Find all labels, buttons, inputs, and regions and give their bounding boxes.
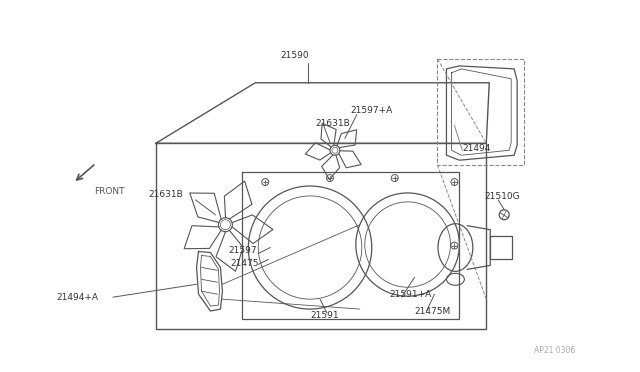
Text: FRONT: FRONT bbox=[94, 187, 125, 196]
Text: 21591: 21591 bbox=[310, 311, 339, 320]
Text: 21475M: 21475M bbox=[415, 307, 451, 315]
Text: 21631B: 21631B bbox=[148, 190, 184, 199]
Text: 21494: 21494 bbox=[462, 144, 491, 153]
Text: 21590: 21590 bbox=[280, 51, 308, 61]
Text: 21591+A: 21591+A bbox=[390, 290, 432, 299]
Text: 21597+A: 21597+A bbox=[350, 106, 392, 115]
Text: 21631B: 21631B bbox=[315, 119, 350, 128]
Text: 21510G: 21510G bbox=[484, 192, 520, 201]
Text: AP21 0306: AP21 0306 bbox=[534, 346, 575, 355]
Text: 21494+A: 21494+A bbox=[56, 293, 98, 302]
Text: 21475: 21475 bbox=[230, 259, 259, 268]
Text: 21597: 21597 bbox=[228, 246, 257, 255]
